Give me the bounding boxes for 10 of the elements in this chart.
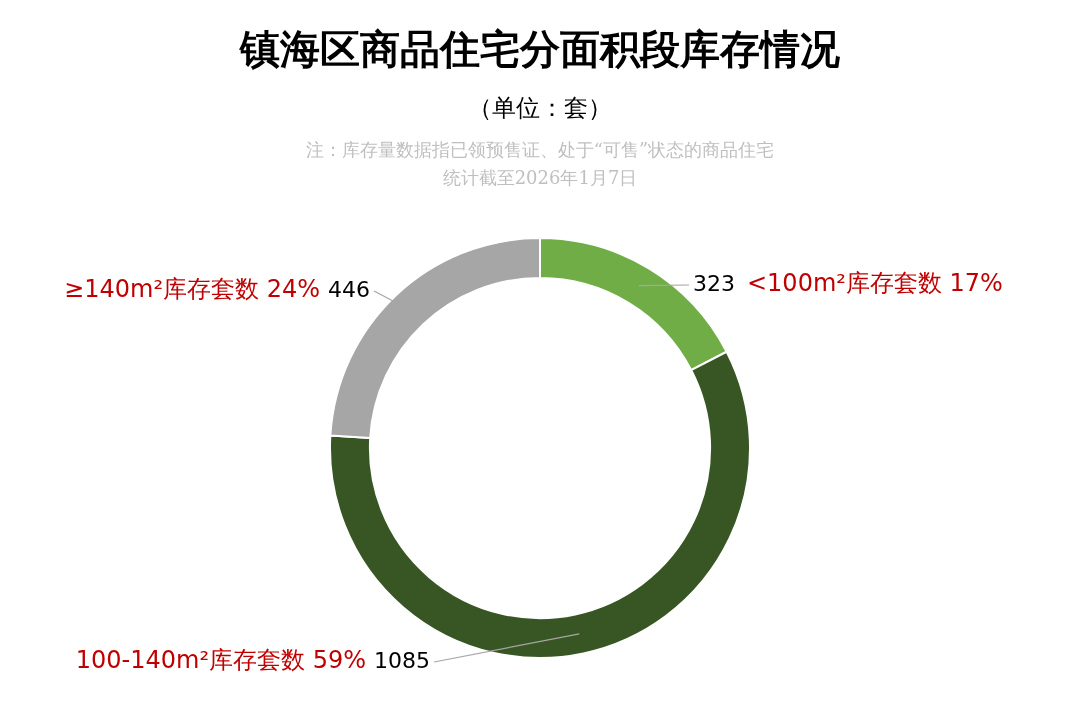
slice-label: 100-140m²库存套数 59% — [75, 646, 367, 675]
data-label: 446 — [328, 276, 370, 302]
slice-label: <100m²库存套数 17% — [746, 269, 1003, 298]
chart-title: 镇海区商品住宅分面积段库存情况 — [238, 25, 841, 74]
text: 注：库存量数据指已领预售证、处于“可售”状态的商品住宅 — [304, 138, 776, 162]
slice-label: ≥140m²库存套数 24% — [64, 275, 321, 304]
text: 统计截至2026年1月7日 — [441, 166, 639, 190]
data-label: 323 — [693, 270, 735, 296]
chart-subtitle: （单位：套） — [467, 93, 613, 124]
data-label: 1085 — [374, 647, 430, 673]
